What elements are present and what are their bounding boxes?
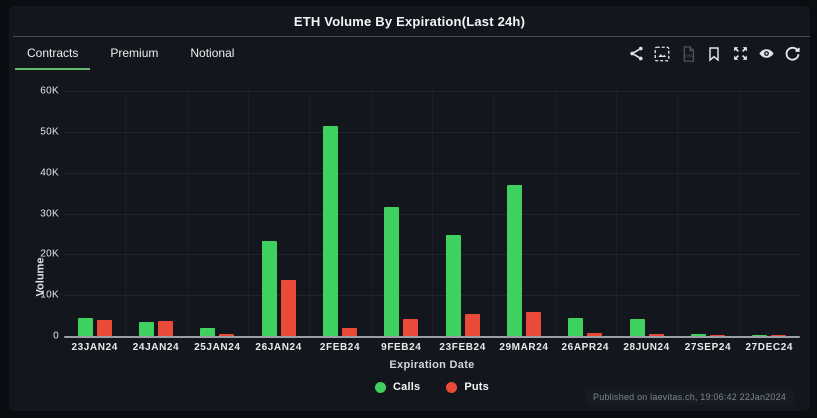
bar-group-23feb24 xyxy=(432,91,493,336)
bar-groups xyxy=(64,91,800,336)
puts-bar[interactable] xyxy=(771,334,787,336)
legend-item-calls[interactable]: Calls xyxy=(375,381,420,393)
chart-title: ETH Volume By Expiration(Last 24h) xyxy=(293,13,526,29)
puts-bar[interactable] xyxy=(280,280,296,336)
legend-dot xyxy=(375,381,387,393)
fullscreen-icon[interactable] xyxy=(730,44,750,64)
x-tick-label: 23JAN24 xyxy=(71,342,118,353)
legend-item-puts[interactable]: Puts xyxy=(446,381,489,393)
save-image-icon[interactable] xyxy=(652,44,672,64)
bar-group-29mar24 xyxy=(493,91,554,336)
x-tick-label: 27SEP24 xyxy=(684,342,732,353)
x-tick-label: 23FEB24 xyxy=(439,342,486,353)
bar-chart: Volume 0 10K 20K 30K 40K 50K 60K 23JAN24 24JAN2… xyxy=(9,69,810,411)
bar-group-26apr24 xyxy=(555,91,616,336)
x-tick-label: 26APR24 xyxy=(561,342,610,353)
calls-bar[interactable] xyxy=(261,241,277,336)
x-tick-label: 28JUN24 xyxy=(623,342,670,353)
y-tick-label: 30K xyxy=(40,208,59,219)
x-axis-ticks: 23JAN24 24JAN24 25JAN24 26JAN24 2FEB24 9FEB24… xyxy=(64,342,800,353)
calls-bar[interactable] xyxy=(322,126,338,336)
x-tick-label: 25JAN24 xyxy=(194,342,241,353)
toolbar: Contracts Premium Notional xyxy=(9,37,810,70)
puts-bar[interactable] xyxy=(587,332,603,336)
puts-bar[interactable] xyxy=(709,335,725,336)
x-tick-label: 9FEB24 xyxy=(381,342,422,353)
refresh-icon[interactable] xyxy=(782,44,802,64)
gridline xyxy=(64,172,800,174)
puts-bar[interactable] xyxy=(96,320,112,336)
y-tick-label: 20K xyxy=(40,248,59,260)
legend-label: Puts xyxy=(464,381,489,393)
gridline xyxy=(64,295,800,297)
x-tick-label: 24JAN24 xyxy=(132,342,180,353)
bar-group-23jan24 xyxy=(64,91,125,336)
puts-bar[interactable] xyxy=(157,320,173,336)
csv-export-icon[interactable]: CSV xyxy=(678,44,698,64)
bar-group-27sep24 xyxy=(677,91,738,336)
chart-card: ETH Volume By Expiration(Last 24h) Contr… xyxy=(9,6,810,411)
svg-text:CSV: CSV xyxy=(685,53,694,58)
header-divider xyxy=(13,36,810,37)
puts-bar[interactable] xyxy=(403,319,419,336)
puts-bar[interactable] xyxy=(648,333,664,336)
puts-bar[interactable] xyxy=(525,312,541,336)
gridline xyxy=(64,131,800,133)
puts-bar[interactable] xyxy=(464,313,480,336)
toolbar-icons: CSV xyxy=(626,44,804,64)
calls-bar[interactable] xyxy=(77,317,93,336)
calls-bar[interactable] xyxy=(138,322,154,336)
y-tick-label: 10K xyxy=(40,289,59,301)
bar-group-26jan24 xyxy=(248,91,309,336)
puts-bar[interactable] xyxy=(341,327,357,336)
y-tick-label: 40K xyxy=(40,167,59,179)
calls-bar[interactable] xyxy=(568,318,584,336)
calls-bar[interactable] xyxy=(506,184,522,336)
legend-label: Calls xyxy=(393,381,421,393)
bar-group-9feb24 xyxy=(371,91,432,336)
eye-icon[interactable] xyxy=(756,44,776,64)
calls-bar[interactable] xyxy=(690,333,706,336)
y-axis-ticks: 0 10K 20K 30K 40K 50K 60K xyxy=(9,86,59,342)
x-axis-line xyxy=(64,336,800,338)
tab-notional[interactable]: Notional xyxy=(190,46,235,60)
calls-bar[interactable] xyxy=(445,234,461,336)
y-tick-label: 0 xyxy=(53,330,59,342)
y-tick-label: 50K xyxy=(40,126,59,138)
gridline xyxy=(64,91,800,92)
calls-bar[interactable] xyxy=(752,335,768,336)
bar-group-27dec24 xyxy=(739,91,800,336)
x-tick-label: 29MAR24 xyxy=(499,342,549,353)
puts-bar[interactable] xyxy=(219,334,235,336)
gridline xyxy=(64,213,800,215)
publish-attribution: Published on laevitas.ch, 19:06:42 22Jan… xyxy=(585,389,794,405)
plot-area xyxy=(64,91,800,338)
x-tick-label: 26JAN24 xyxy=(255,342,302,353)
tab-premium[interactable]: Premium xyxy=(110,46,159,60)
tab-contracts[interactable]: Contracts xyxy=(15,37,91,70)
x-axis-title: Expiration Date xyxy=(389,359,475,371)
bar-group-24jan24 xyxy=(125,91,186,336)
share-icon[interactable] xyxy=(626,44,646,64)
gridline xyxy=(64,254,800,256)
chart-legend: Calls Puts xyxy=(64,381,800,393)
calls-bar[interactable] xyxy=(384,207,400,336)
calls-bar[interactable] xyxy=(200,327,216,336)
y-tick-label: 60K xyxy=(40,85,59,97)
bookmark-icon[interactable] xyxy=(704,44,724,64)
calls-bar[interactable] xyxy=(629,318,645,336)
bar-group-28jun24 xyxy=(616,91,677,336)
bar-group-2feb24 xyxy=(309,91,370,336)
x-tick-label: 27DEC24 xyxy=(745,342,794,353)
header: ETH Volume By Expiration(Last 24h) xyxy=(9,6,810,36)
legend-dot xyxy=(446,381,458,393)
tab-bar: Contracts Premium Notional xyxy=(11,37,250,70)
bar-group-25jan24 xyxy=(187,91,248,336)
x-tick-label: 2FEB24 xyxy=(319,342,361,353)
